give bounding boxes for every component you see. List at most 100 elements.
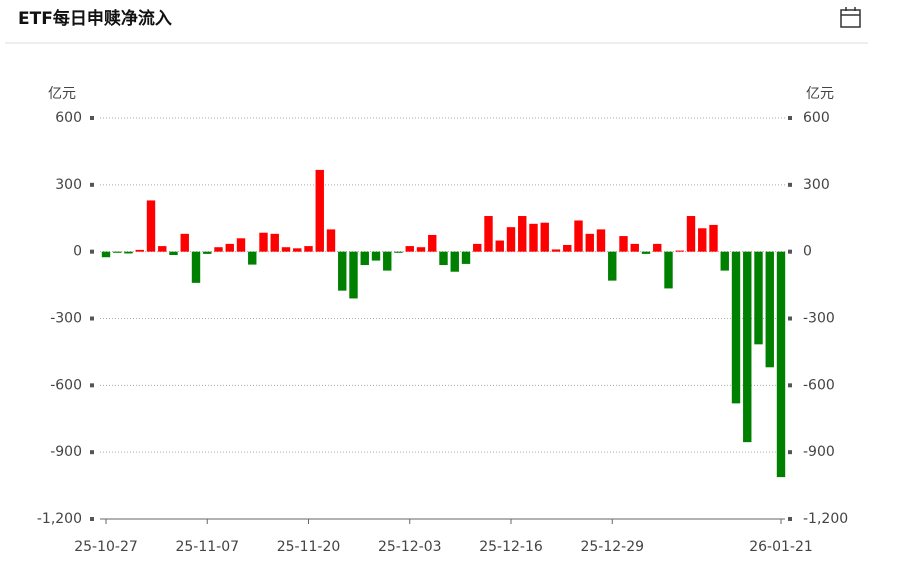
y2-tick-mark: [788, 116, 792, 120]
bar: [236, 238, 246, 252]
bar: [495, 240, 504, 252]
bar: [776, 251, 786, 478]
bar: [428, 234, 437, 252]
x-tick-label: 25-10-27: [74, 539, 138, 555]
y2-tick-mark: [788, 517, 792, 521]
bar: [551, 249, 561, 252]
y-tick-mark: [90, 383, 94, 388]
bar: [248, 251, 257, 265]
bar: [450, 251, 459, 272]
bar: [338, 251, 347, 291]
bar: [281, 247, 291, 252]
bar: [664, 251, 673, 289]
bar: [225, 243, 234, 252]
bar: [540, 222, 549, 252]
bar: [574, 220, 583, 252]
y2-tick-mark: [788, 249, 792, 254]
y-tick-label: 600: [55, 110, 82, 126]
x-tick-label: 25-12-29: [580, 539, 644, 555]
bar: [709, 224, 718, 252]
bar: [371, 251, 381, 261]
bar: [101, 251, 111, 258]
y2-tick-label: 300: [803, 177, 830, 193]
bar: [461, 251, 471, 264]
bar: [641, 251, 651, 254]
y-tick-label: -600: [50, 377, 82, 393]
bar: [113, 251, 122, 253]
bar: [439, 251, 448, 266]
calendar-icon[interactable]: [840, 7, 861, 28]
bar: [214, 247, 223, 252]
bar: [135, 249, 144, 252]
y-tick-label: 300: [55, 177, 82, 193]
y-tick-mark: [90, 249, 94, 254]
bar: [619, 236, 628, 252]
y2-tick-label: 600: [803, 110, 830, 126]
y2-tick-label: -600: [803, 377, 835, 393]
bar: [169, 251, 178, 256]
bar: [754, 251, 763, 345]
bar: [394, 251, 403, 253]
x-tick-label: 26-01-21: [749, 539, 813, 555]
bar: [720, 251, 729, 271]
bar: [675, 250, 684, 252]
y-tick-mark: [90, 450, 94, 455]
bar: [383, 251, 392, 271]
bar: [304, 246, 313, 252]
y-unit-right: 亿元: [806, 86, 834, 102]
y2-tick-mark: [788, 182, 792, 187]
bar: [416, 247, 426, 252]
bar: [608, 251, 617, 281]
bar: [563, 244, 572, 252]
y-tick-mark: [90, 116, 94, 120]
bar: [596, 229, 606, 252]
y2-tick-mark: [788, 383, 792, 388]
chart-title: ETF每日申赎净流入: [18, 8, 172, 29]
x-tick-label: 25-12-03: [378, 539, 442, 555]
bar: [180, 233, 189, 252]
y2-tick-label: -1,200: [803, 511, 848, 527]
y-tick-label: 0: [73, 244, 82, 260]
bar: [259, 232, 268, 252]
bar: [743, 251, 752, 443]
bar: [765, 251, 774, 368]
bar: [529, 223, 538, 252]
y2-tick-label: -300: [803, 311, 835, 327]
bar: [360, 251, 369, 266]
bar: [585, 233, 594, 252]
bar: [653, 243, 662, 252]
y-tick-label: -300: [50, 311, 82, 327]
bar: [698, 228, 707, 252]
y2-tick-label: -900: [803, 444, 835, 460]
y-tick-mark: [90, 517, 94, 521]
x-tick-label: 25-11-20: [277, 539, 341, 555]
bar: [731, 251, 741, 404]
y2-tick-mark: [788, 316, 792, 321]
bar: [270, 233, 279, 252]
y2-tick-label: 0: [803, 244, 812, 260]
y-unit-left: 亿元: [48, 86, 76, 102]
bar: [191, 251, 201, 283]
y-tick-label: -900: [50, 444, 82, 460]
bar: [315, 169, 324, 252]
y-tick-mark: [90, 182, 94, 187]
bar: [124, 251, 133, 254]
bar: [518, 216, 527, 252]
bar: [484, 216, 493, 252]
bar: [405, 246, 414, 252]
x-tick-label: 25-11-07: [175, 539, 239, 555]
bar: [473, 243, 482, 252]
bar: [349, 251, 358, 299]
bar: [146, 200, 156, 252]
bar: [293, 248, 302, 252]
y-tick-label: -1,200: [37, 511, 82, 527]
y2-tick-mark: [788, 450, 792, 455]
x-tick-label: 25-12-16: [479, 539, 543, 555]
bar: [326, 229, 336, 252]
bar: [203, 251, 212, 254]
bar: [158, 246, 167, 252]
bar: [506, 227, 516, 252]
bar: [686, 216, 696, 252]
y-tick-mark: [90, 316, 94, 321]
